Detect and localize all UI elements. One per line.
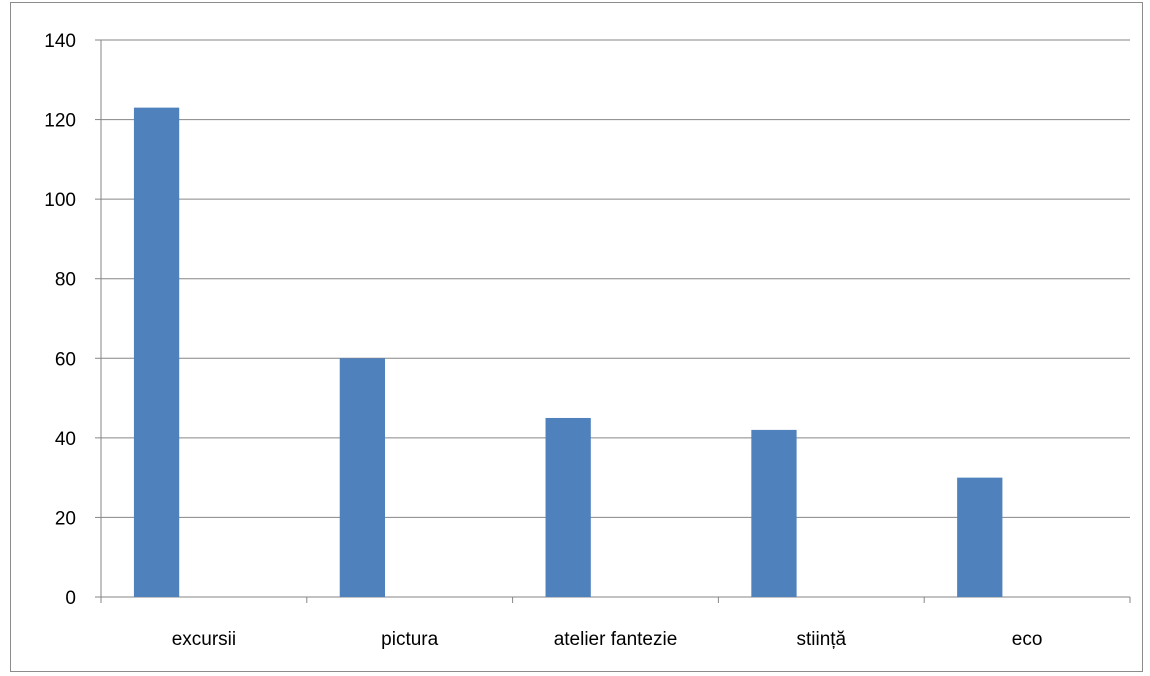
bar-2: [545, 417, 591, 597]
bar-1: [339, 358, 386, 597]
y-tick-label: 120: [44, 111, 76, 132]
y-tick-label: 0: [65, 588, 76, 609]
y-tick-label: 20: [55, 508, 76, 529]
x-tick-label: excursii: [172, 629, 236, 650]
x-tick-label: stiință: [796, 629, 846, 650]
bar-3: [751, 429, 797, 597]
bars: [133, 107, 1003, 597]
gridlines: [101, 39, 1130, 518]
y-tick-label: 100: [44, 190, 76, 211]
bar-0: [133, 107, 180, 597]
x-tick-labels: excursii pictura atelier fantezie stiință ec…: [172, 629, 1043, 650]
bar-4: [957, 477, 1003, 597]
x-tick-label: pictura: [381, 629, 438, 650]
y-tick-label: 140: [44, 31, 76, 52]
y-tick-label: 60: [55, 349, 76, 370]
x-tick-label: atelier fantezie: [554, 629, 678, 650]
x-tick-label: eco: [1012, 629, 1043, 650]
y-tick-label: 80: [55, 270, 76, 291]
y-tick-label: 40: [55, 429, 76, 450]
y-tick-labels: 0 20 40 60 80 100 120 140: [44, 31, 76, 609]
